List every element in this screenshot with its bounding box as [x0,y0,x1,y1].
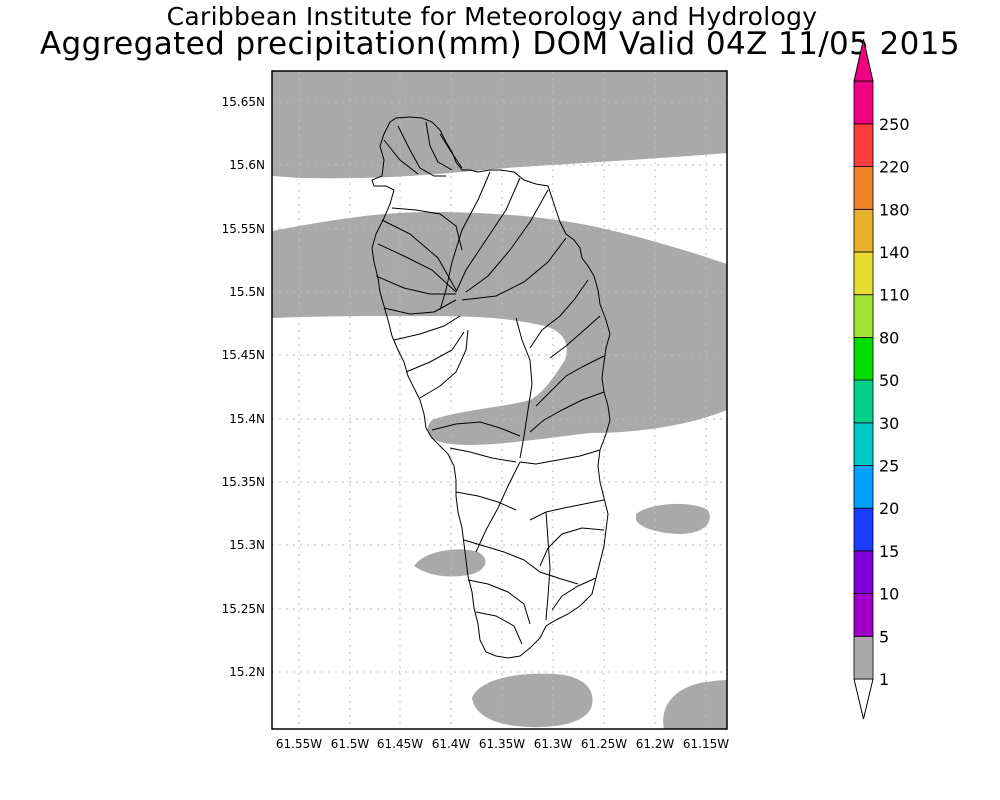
lat-tick-label: 15.5N [229,285,265,299]
colorbar-level-label: 1 [879,670,889,689]
colorbar-max-arrow [853,39,874,82]
colorbar-level-label: 220 [879,158,910,177]
colorbar-level-label: 140 [879,243,910,262]
lon-tick-label: 61.2W [636,737,675,751]
colorbar-swatch [853,294,874,338]
lat-tick-label: 15.2N [229,665,265,679]
river-8 [461,237,567,301]
river-28 [539,527,605,567]
colorbar-level-label: 5 [879,627,889,646]
river-14 [393,315,461,341]
colorbar-level-label: 25 [879,457,899,476]
river-9 [377,243,457,293]
lat-tick-label: 15.4N [229,412,265,426]
lon-tick-label: 61.45W [377,737,423,751]
river-2 [383,139,419,175]
river-26 [455,491,517,511]
colorbar-level-label: 15 [879,542,899,561]
plot-frame [271,70,728,730]
title-line-1: Caribbean Institute for Meteorology and … [166,2,818,31]
river-17 [529,279,589,349]
colorbar-swatch [853,379,874,424]
colorbar-swatch [853,550,874,595]
lon-tick-label: 61.55W [276,737,322,751]
lon-tick-label: 61.5W [331,737,370,751]
colorbar-level-label: 50 [879,371,899,390]
precip-area-southeast-corner [663,680,727,729]
river-31 [467,579,531,625]
river-1 [397,125,446,177]
lon-tick-label: 61.35W [479,737,525,751]
lat-tick-label: 15.6N [229,158,265,172]
colorbar-swatch [853,336,874,381]
river-6 [455,177,521,293]
river-12 [391,207,463,251]
colorbar-swatch [853,208,874,253]
river-16 [419,329,469,399]
colorbar-swatch [853,422,874,466]
lat-tick-label: 15.25N [222,602,265,616]
river-27 [529,499,605,521]
colorbar-swatch [853,166,874,210]
river-15 [405,331,465,373]
lat-tick-label: 15.45N [222,348,265,362]
lon-tick-label: 61.3W [534,737,573,751]
river-19 [535,355,605,407]
precip-area-central-band [272,212,727,445]
lon-tick-label: 61.15W [683,737,729,751]
colorbar-level-label: 110 [879,286,910,305]
map-gridlines [272,71,727,729]
colorbar-swatch [853,507,874,552]
river-34 [523,559,579,585]
river-25 [475,461,521,553]
river-33 [551,577,597,611]
precip-area-southeast [636,503,710,534]
lat-tick-label: 15.55N [222,222,265,236]
colorbar-swatch [853,465,874,509]
river-13 [383,299,457,315]
river-30 [463,539,525,561]
river-5 [439,171,491,311]
river-7 [465,189,549,293]
lon-tick-label: 61.25W [581,737,627,751]
colorbar-level-label: 80 [879,328,899,347]
colorbar-swatch [853,251,874,296]
colorbar-swatch [853,635,874,680]
river-18 [549,315,601,359]
river-20 [529,391,605,433]
latitude-labels: 15.65N 15.6N 15.55N 15.5N 15.45N 15.4N 15.35N 1… [222,95,265,679]
lat-tick-label: 15.3N [229,538,265,552]
river-32 [475,611,523,645]
river-29 [545,511,551,621]
river-3 [425,121,453,171]
longitude-labels: 61.55W 61.5W 61.45W 61.4W 61.35W 61.3W 61.25W 6… [276,737,729,751]
river-22 [431,421,521,437]
colorbar-level-label: 20 [879,499,899,518]
river-4 [439,133,463,169]
river-24 [519,449,601,465]
river-21 [515,317,533,459]
river-10 [381,219,457,291]
colorbar-swatch [853,123,874,168]
lat-tick-label: 15.35N [222,475,265,489]
precip-area-south [472,673,593,728]
colorbar-level-label: 180 [879,200,910,219]
river-11 [375,275,456,295]
lon-tick-label: 61.4W [432,737,471,751]
colorbar-level-label: 30 [879,414,899,433]
river-23 [449,447,517,463]
colorbar-min-arrow [853,678,874,720]
precip-area-southwest [414,549,486,577]
title-line-2: Aggregated precipitation(mm) DOM Valid 0… [39,26,961,62]
colorbar-swatch [853,80,874,125]
lat-tick-label: 15.65N [222,95,265,109]
colorbar-level-label: 10 [879,585,899,604]
precip-area-north [272,71,727,179]
colorbar-swatch [853,593,874,637]
island-coastline [371,116,611,659]
colorbar-level-label: 250 [879,115,910,134]
island-dominica [371,116,611,659]
